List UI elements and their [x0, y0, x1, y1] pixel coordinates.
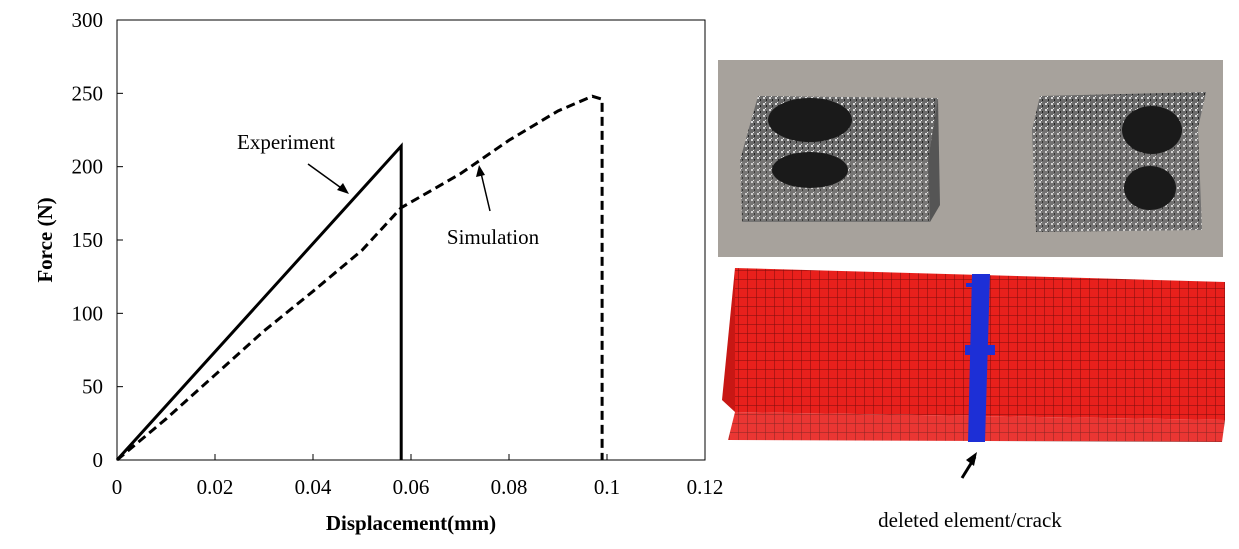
annotation-arrow: [480, 172, 491, 212]
y-tick-label: 150: [72, 228, 104, 252]
series-annotation: Experiment: [237, 130, 335, 154]
series-line: [115, 142, 403, 462]
y-tick-label: 0: [93, 448, 104, 472]
x-tick-label: 0.08: [491, 475, 528, 499]
arrow-head: [476, 165, 485, 177]
x-tick-label: 0.1: [594, 475, 620, 499]
x-tick-label: 0.12: [687, 475, 724, 499]
x-tick-label: 0.04: [295, 475, 332, 499]
y-tick-label: 200: [72, 155, 104, 179]
x-tick-label: 0.02: [197, 475, 234, 499]
y-tick-label: 50: [82, 375, 103, 399]
y-tick-label: 100: [72, 301, 104, 325]
series-annotation: Simulation: [447, 225, 540, 249]
x-tick-label: 0: [112, 475, 123, 499]
x-tick-label: 0.06: [393, 475, 430, 499]
mesh-model: [722, 268, 1225, 479]
arrow-head: [337, 183, 349, 194]
x-axis-label: Displacement(mm): [326, 511, 496, 535]
y-tick-label: 250: [72, 81, 104, 105]
y-axis-label: Force (N): [33, 197, 57, 282]
mesh-caption: deleted element/crack: [878, 508, 1062, 532]
y-tick-label: 300: [72, 8, 104, 32]
specimen-photo: [718, 60, 1223, 257]
series-line: [116, 94, 604, 462]
annotation-arrow: [307, 163, 345, 191]
plot-frame: [116, 19, 706, 461]
